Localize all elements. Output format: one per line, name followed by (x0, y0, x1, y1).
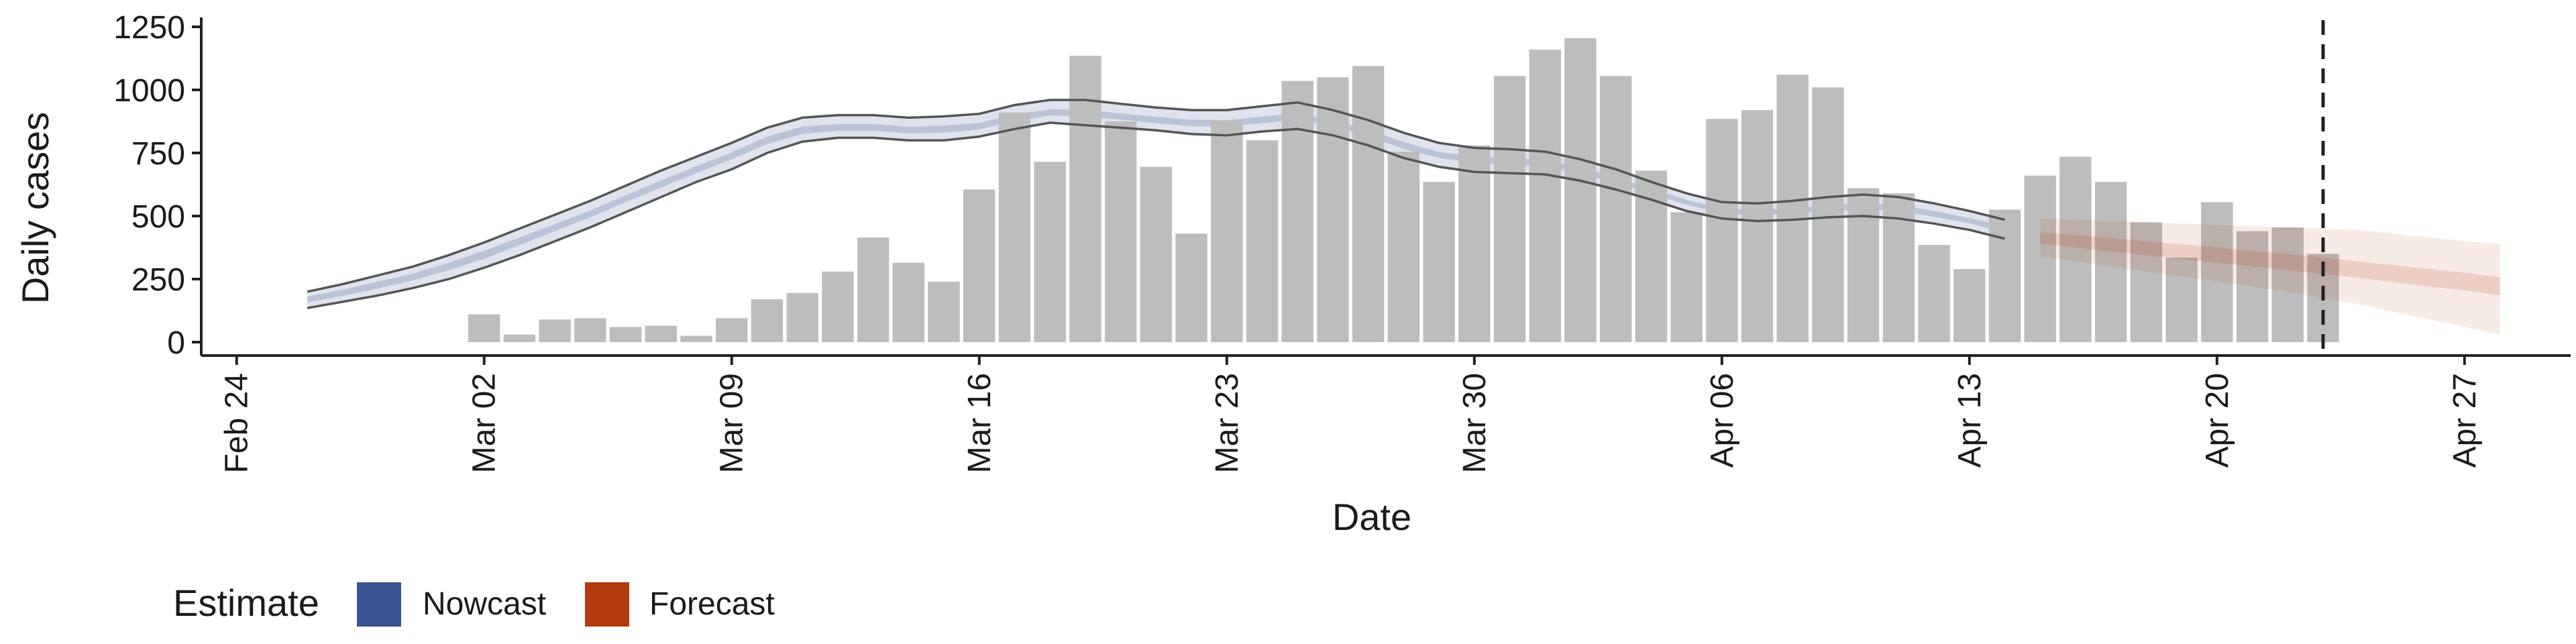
bar-2020-04-18 (2130, 222, 2163, 342)
bar-2020-03-04 (539, 319, 571, 342)
bar-2020-04-10 (1847, 188, 1880, 342)
nowcast-outer-band (307, 100, 2005, 309)
bar-2020-03-25 (1281, 80, 1313, 343)
x-tick-label-2020-03-09: Mar 09 (714, 373, 750, 473)
y-tick-label-1000: 1000 (113, 73, 185, 109)
bar-2020-03-24 (1246, 140, 1279, 342)
bar-2020-04-06 (1706, 119, 1738, 342)
bar-2020-03-18 (1034, 162, 1066, 342)
bar-2020-03-17 (998, 112, 1031, 343)
bar-2020-03-19 (1069, 56, 1102, 342)
bar-2020-04-01 (1529, 49, 1561, 343)
forecast-outer-band (2040, 218, 2500, 335)
bar-2020-04-05 (1670, 212, 1703, 342)
bar-2020-04-08 (1776, 74, 1809, 343)
bar-2020-03-09 (716, 318, 748, 342)
forecast-inner-band (2040, 232, 2500, 296)
axes: 0 250 500 750 1000 1250 Feb 24 Mar 02 Mar 09 Mar… (113, 10, 2571, 473)
nowcast-inner-band (307, 109, 2005, 303)
bar-2020-03-10 (751, 299, 784, 342)
y-axis-title: Daily cases (14, 112, 56, 304)
bar-2020-04-15 (2024, 175, 2056, 342)
y-ticks: 0 250 500 750 1000 1250 (113, 10, 201, 361)
x-ticks: Feb 24 Mar 02 Mar 09 Mar 16 Mar 23 Mar 30 Apr … (219, 356, 2483, 473)
bar-2020-04-13 (1953, 269, 1986, 342)
x-tick-label-2020-03-30: Mar 30 (1457, 373, 1493, 473)
bar-2020-04-07 (1741, 110, 1774, 342)
nowcast-upper-line (307, 99, 2005, 293)
legend-title: Estimate (173, 582, 319, 624)
y-tick-label-750: 750 (131, 136, 185, 172)
bar-2020-04-11 (1882, 193, 1915, 342)
bar-2020-03-20 (1104, 121, 1137, 342)
x-tick-label-2020-04-13: Apr 13 (1952, 373, 1988, 468)
x-tick-label-2020-04-27: Apr 27 (2447, 373, 2483, 468)
nowcast-lower-line (307, 121, 2005, 309)
y-tick-label-1250: 1250 (113, 10, 185, 46)
x-tick-label-2020-03-02: Mar 02 (467, 373, 502, 473)
bar-2020-04-12 (1918, 245, 1950, 342)
bar-2020-04-09 (1812, 87, 1844, 342)
bar-2020-04-22 (2271, 227, 2304, 342)
bar-2020-04-16 (2059, 156, 2092, 342)
bar-2020-03-26 (1317, 77, 1349, 342)
bar-2020-04-03 (1599, 76, 1632, 343)
bar-2020-03-22 (1175, 233, 1208, 342)
bar-2020-03-23 (1211, 120, 1243, 342)
legend: Estimate Nowcast Forecast (173, 582, 775, 627)
forecast-bands-front (2040, 218, 2500, 335)
bar-2020-03-15 (928, 281, 960, 342)
ribbon-edge-lines (307, 99, 2005, 309)
bar-2020-03-16 (963, 189, 996, 342)
bar-2020-04-02 (1564, 38, 1597, 343)
y-tick-label-500: 500 (131, 199, 185, 235)
legend-swatch-forecast (585, 582, 629, 627)
bar-2020-03-30 (1458, 145, 1491, 342)
bar-2020-03-05 (574, 318, 606, 342)
legend-label-nowcast: Nowcast (423, 586, 546, 622)
bar-2020-03-12 (822, 271, 854, 342)
legend-label-forecast: Forecast (649, 586, 775, 622)
x-tick-label-2020-04-06: Apr 06 (1705, 373, 1740, 468)
bar-2020-03-03 (503, 334, 536, 342)
bar-2020-04-20 (2201, 202, 2233, 342)
uncertainty-bands (307, 100, 2005, 309)
bar-2020-03-28 (1387, 152, 1419, 342)
daily-case-bars (468, 38, 2339, 343)
x-tick-label-2020-03-16: Mar 16 (962, 373, 998, 473)
bar-2020-03-13 (857, 237, 890, 342)
y-tick-label-0: 0 (167, 325, 185, 361)
x-tick-label-2020-04-20: Apr 20 (2200, 373, 2235, 468)
x-tick-label-2020-03-23: Mar 23 (1210, 373, 1245, 473)
bar-2020-03-11 (786, 292, 818, 342)
bar-2020-03-29 (1423, 182, 1455, 342)
bar-2020-04-14 (1988, 209, 2021, 342)
y-tick-label-250: 250 (131, 262, 185, 298)
bar-2020-04-17 (2095, 182, 2127, 342)
bar-2020-03-14 (892, 262, 924, 342)
x-tick-label-2020-02-24: Feb 24 (219, 373, 255, 473)
bar-2020-03-27 (1352, 66, 1385, 343)
bar-2020-03-02 (468, 314, 500, 342)
bar-2020-03-07 (645, 325, 677, 342)
bar-2020-03-06 (609, 327, 642, 342)
legend-swatch-nowcast (357, 582, 401, 627)
bar-2020-04-19 (2165, 258, 2198, 342)
bar-2020-03-08 (680, 335, 712, 342)
bar-2020-03-31 (1493, 76, 1526, 343)
bar-2020-03-21 (1140, 166, 1172, 342)
x-axis-title: Date (1332, 496, 1411, 538)
bar-2020-04-21 (2236, 231, 2269, 342)
